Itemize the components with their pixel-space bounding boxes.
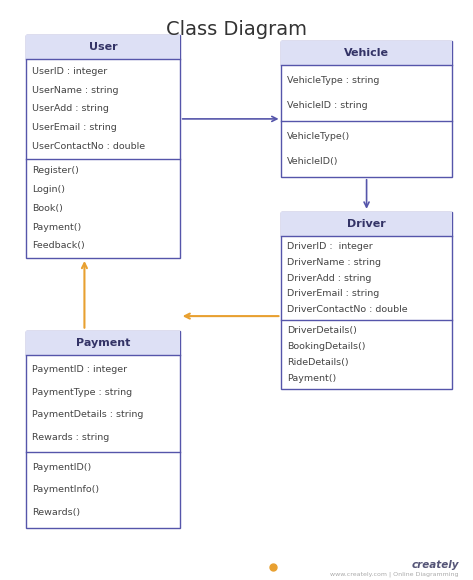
Text: BookingDetails(): BookingDetails() (287, 342, 366, 351)
Text: Class Diagram: Class Diagram (166, 20, 307, 39)
Text: www.creately.com | Online Diagramming: www.creately.com | Online Diagramming (330, 571, 459, 577)
Text: PaymentInfo(): PaymentInfo() (32, 485, 99, 495)
Text: Book(): Book() (32, 204, 62, 213)
Text: PaymentID : integer: PaymentID : integer (32, 365, 127, 374)
Text: VehicleType(): VehicleType() (287, 132, 350, 142)
Text: Payment: Payment (76, 338, 130, 348)
Bar (281, 41, 452, 65)
Bar (26, 35, 180, 258)
Text: Payment(): Payment() (32, 223, 81, 231)
Text: PaymentID(): PaymentID() (32, 463, 91, 472)
Text: VehicleID : string: VehicleID : string (287, 100, 368, 110)
Text: DriverName : string: DriverName : string (287, 258, 381, 267)
Text: DriverContactNo : double: DriverContactNo : double (287, 305, 408, 314)
Text: DriverDetails(): DriverDetails() (287, 326, 357, 335)
Bar (281, 41, 452, 177)
Text: VehicleType : string: VehicleType : string (287, 77, 379, 85)
Text: User: User (88, 42, 117, 52)
Text: Login(): Login() (32, 185, 65, 194)
Text: DriverEmail : string: DriverEmail : string (287, 289, 379, 298)
Text: DriverAdd : string: DriverAdd : string (287, 274, 371, 282)
Text: UserAdd : string: UserAdd : string (32, 104, 109, 114)
Text: Driver: Driver (347, 219, 386, 229)
Text: PaymentType : string: PaymentType : string (32, 388, 132, 397)
Text: Register(): Register() (32, 166, 79, 175)
Text: VehicleID(): VehicleID() (287, 157, 339, 165)
Bar (26, 331, 180, 528)
Text: DriverID :  integer: DriverID : integer (287, 242, 373, 251)
Text: PaymentDetails : string: PaymentDetails : string (32, 411, 143, 419)
Bar (26, 35, 180, 59)
Text: UserID : integer: UserID : integer (32, 67, 107, 76)
Text: UserContactNo : double: UserContactNo : double (32, 142, 145, 151)
Text: creately: creately (412, 560, 459, 570)
Text: Feedback(): Feedback() (32, 241, 85, 251)
Text: Rewards(): Rewards() (32, 509, 80, 517)
Text: Payment(): Payment() (287, 374, 336, 383)
Text: Vehicle: Vehicle (344, 48, 389, 58)
Bar (26, 331, 180, 355)
Text: UserEmail : string: UserEmail : string (32, 123, 116, 132)
Text: Rewards : string: Rewards : string (32, 433, 109, 442)
Text: UserName : string: UserName : string (32, 86, 118, 95)
Bar (281, 212, 452, 389)
Text: RideDetails(): RideDetails() (287, 358, 349, 367)
Bar (281, 212, 452, 236)
